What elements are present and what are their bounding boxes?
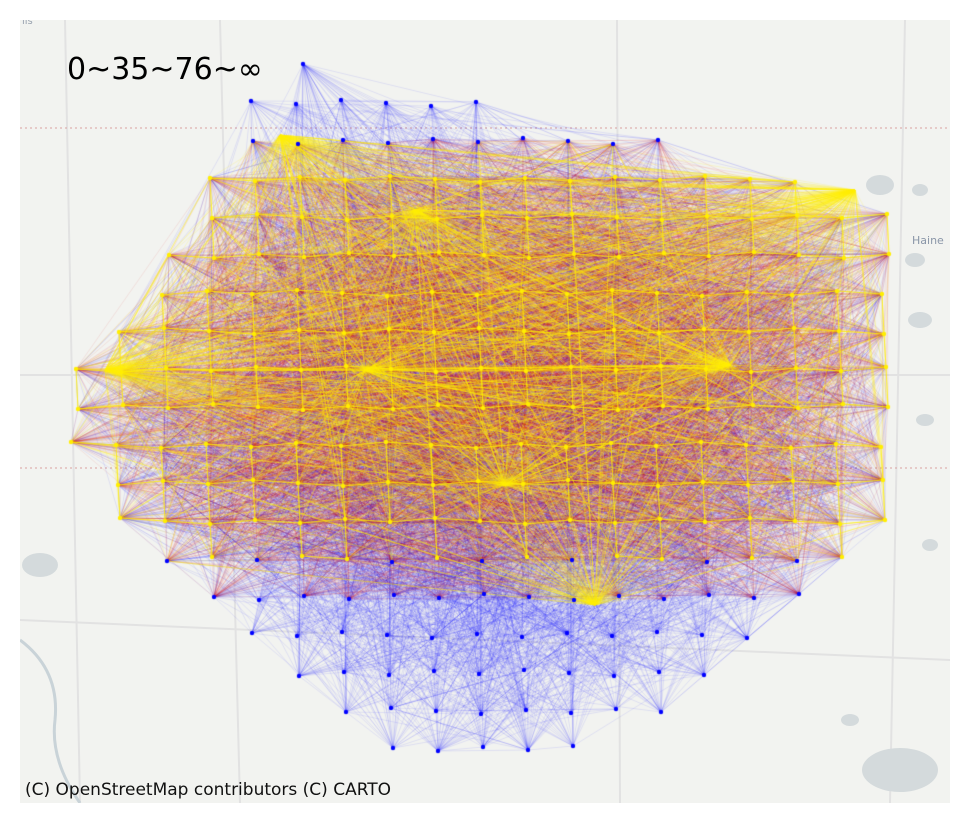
map-canvas[interactable]: iis Haine 0~35~76~∞ (C) OpenStreetMap co… <box>20 20 950 803</box>
map-attribution: (C) OpenStreetMap contributors (C) CARTO <box>25 780 392 800</box>
legend-title: 0~35~76~∞ <box>67 52 263 87</box>
place-label-haines: Haine <box>912 234 944 247</box>
corner-place-label: iis <box>22 20 33 27</box>
od-flow-network <box>20 20 950 803</box>
